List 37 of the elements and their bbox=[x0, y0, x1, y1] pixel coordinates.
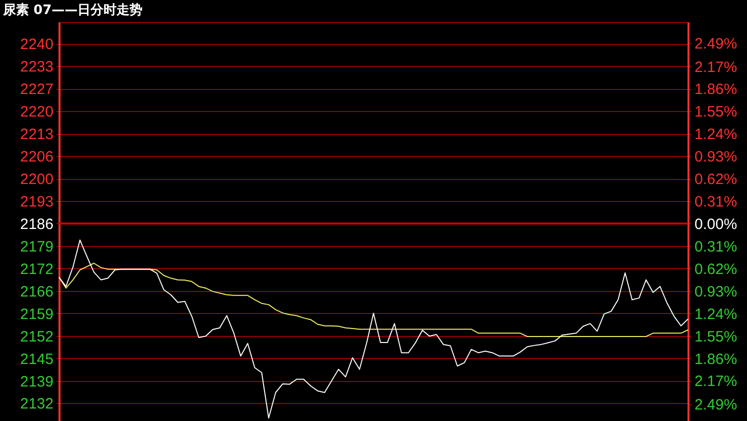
y-tick-label: 2193 bbox=[20, 194, 54, 211]
y2-tick-label: 1.24% bbox=[694, 306, 738, 323]
line-series bbox=[58, 240, 688, 419]
y-tick-label: 2139 bbox=[20, 373, 54, 390]
y2-tick-label: 0.31% bbox=[694, 194, 738, 211]
y2-tick-label: 1.86% bbox=[694, 350, 738, 368]
y2-tick-label: 2.49% bbox=[694, 396, 738, 414]
y2-tick-label: 0.93% bbox=[694, 283, 738, 300]
y-tick-label: 2200 bbox=[20, 171, 54, 188]
y2-tick-label: 1.55% bbox=[694, 328, 738, 346]
y2-tick-label: 0.00% bbox=[694, 216, 738, 233]
y2-tick-label: 2.17% bbox=[694, 58, 738, 76]
y2-tick-label: 0.62% bbox=[694, 260, 738, 278]
y2-tick-label: 2.49% bbox=[694, 36, 738, 53]
y2-tick-label: 0.31% bbox=[694, 238, 738, 256]
y-tick-label: 2172 bbox=[20, 260, 54, 278]
y-tick-label: 2152 bbox=[20, 328, 54, 346]
y2-tick-label: 0.62% bbox=[694, 171, 738, 188]
y-tick-label: 2159 bbox=[20, 306, 54, 323]
y2-tick-label: 1.86% bbox=[694, 81, 738, 98]
y2-tick-label: 1.55% bbox=[694, 104, 738, 121]
y-tick-label: 2145 bbox=[20, 350, 54, 368]
y-tick-label: 2240 bbox=[20, 36, 54, 54]
y-tick-label: 2186 bbox=[20, 216, 54, 233]
y-tick-label: 2213 bbox=[20, 126, 54, 144]
y-tick-label: 2233 bbox=[20, 58, 54, 76]
y2-tick-label: 0.93% bbox=[694, 148, 738, 166]
y-tick-label: 2220 bbox=[20, 104, 54, 121]
line-series bbox=[58, 262, 688, 337]
y-tick-label: 2179 bbox=[20, 238, 54, 256]
y-tick-label: 2227 bbox=[20, 81, 54, 98]
chart-title: 尿素 07——日分时走势 bbox=[2, 2, 143, 18]
y-tick-label: 2132 bbox=[20, 396, 54, 413]
y2-tick-label: 1.24% bbox=[694, 126, 738, 144]
y-tick-label: 2206 bbox=[20, 148, 54, 166]
y2-tick-label: 2.17% bbox=[694, 373, 738, 390]
y-tick-label: 2166 bbox=[20, 283, 54, 300]
